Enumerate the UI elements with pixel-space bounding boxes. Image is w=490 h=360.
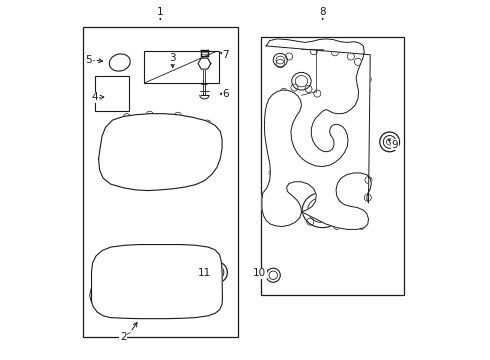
Bar (145, 51, 219, 83)
Text: 6: 6 (222, 89, 229, 99)
Text: 8: 8 (319, 8, 326, 17)
Text: 9: 9 (392, 140, 398, 150)
Text: 11: 11 (198, 269, 211, 279)
Polygon shape (98, 114, 222, 190)
Bar (95, 76, 128, 111)
Text: 3: 3 (170, 53, 176, 63)
Polygon shape (262, 39, 371, 229)
Text: 1: 1 (157, 8, 164, 17)
Text: 5: 5 (85, 55, 92, 65)
Polygon shape (92, 244, 222, 319)
Text: 2: 2 (120, 332, 126, 342)
Bar (261, 37, 404, 294)
Text: 7: 7 (222, 50, 229, 60)
Text: 10: 10 (253, 269, 267, 279)
Text: 4: 4 (92, 92, 98, 102)
Bar (83, 27, 238, 337)
